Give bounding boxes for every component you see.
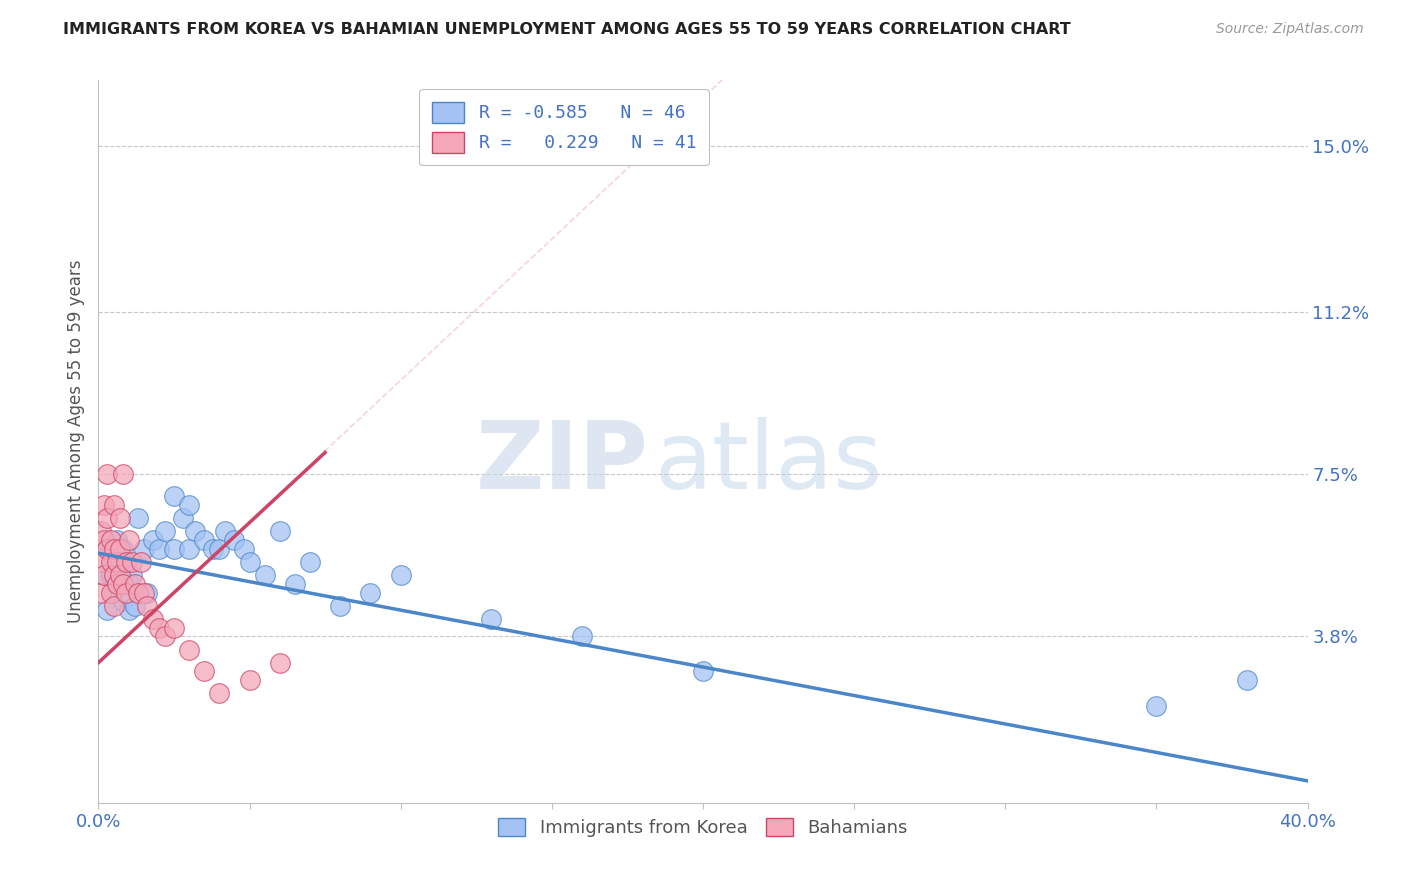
Point	[103, 585, 125, 599]
Point	[1236, 673, 1258, 688]
Point	[96, 467, 118, 482]
Point	[114, 555, 136, 569]
Point	[329, 599, 352, 613]
Text: ZIP: ZIP	[475, 417, 648, 509]
Point	[90, 555, 112, 569]
Text: atlas: atlas	[655, 417, 883, 509]
Point	[96, 541, 118, 556]
Text: IMMIGRANTS FROM KOREA VS BAHAMIAN UNEMPLOYMENT AMONG AGES 55 TO 59 YEARS CORRELA: IMMIGRANTS FROM KOREA VS BAHAMIAN UNEMPL…	[63, 22, 1071, 37]
Point	[111, 577, 134, 591]
Point	[100, 568, 122, 582]
Point	[153, 524, 176, 539]
Point	[118, 603, 141, 617]
Point	[232, 541, 254, 556]
Point	[100, 533, 122, 547]
Point	[105, 555, 128, 569]
Point	[121, 555, 143, 569]
Point	[111, 541, 134, 556]
Point	[163, 541, 186, 556]
Point	[163, 621, 186, 635]
Legend: Immigrants from Korea, Bahamians: Immigrants from Korea, Bahamians	[488, 807, 918, 848]
Point	[96, 511, 118, 525]
Point	[142, 612, 165, 626]
Point	[239, 673, 262, 688]
Point	[114, 555, 136, 569]
Point	[127, 511, 149, 525]
Point	[108, 568, 131, 582]
Point	[132, 585, 155, 599]
Point	[111, 467, 134, 482]
Text: Source: ZipAtlas.com: Source: ZipAtlas.com	[1216, 22, 1364, 37]
Point	[114, 585, 136, 599]
Point	[202, 541, 225, 556]
Point	[253, 568, 276, 582]
Point	[148, 541, 170, 556]
Point	[571, 629, 593, 643]
Point	[93, 533, 115, 547]
Point	[124, 577, 146, 591]
Point	[121, 568, 143, 582]
Point	[100, 555, 122, 569]
Point	[96, 603, 118, 617]
Y-axis label: Unemployment Among Ages 55 to 59 years: Unemployment Among Ages 55 to 59 years	[66, 260, 84, 624]
Point	[193, 533, 215, 547]
Point	[100, 585, 122, 599]
Point	[481, 612, 503, 626]
Point	[118, 533, 141, 547]
Point	[93, 568, 115, 582]
Point	[214, 524, 236, 539]
Point	[184, 524, 207, 539]
Point	[142, 533, 165, 547]
Point	[135, 585, 157, 599]
Point	[135, 599, 157, 613]
Point	[103, 498, 125, 512]
Point	[127, 585, 149, 599]
Point	[148, 621, 170, 635]
Point	[172, 511, 194, 525]
Point	[105, 533, 128, 547]
Point	[108, 541, 131, 556]
Point	[93, 568, 115, 582]
Point	[103, 599, 125, 613]
Point	[208, 541, 231, 556]
Point	[208, 686, 231, 700]
Point	[124, 599, 146, 613]
Point	[108, 511, 131, 525]
Point	[153, 629, 176, 643]
Point	[163, 489, 186, 503]
Point	[132, 541, 155, 556]
Point	[118, 577, 141, 591]
Point	[269, 524, 291, 539]
Point	[284, 577, 307, 591]
Point	[103, 555, 125, 569]
Point	[111, 594, 134, 608]
Point	[105, 577, 128, 591]
Point	[129, 555, 152, 569]
Point	[269, 656, 291, 670]
Point	[90, 585, 112, 599]
Point	[96, 541, 118, 556]
Point	[103, 541, 125, 556]
Point	[224, 533, 246, 547]
Point	[299, 555, 322, 569]
Point	[103, 568, 125, 582]
Point	[179, 541, 201, 556]
Point	[389, 568, 412, 582]
Point	[193, 665, 215, 679]
Point	[108, 577, 131, 591]
Point	[692, 665, 714, 679]
Point	[93, 498, 115, 512]
Point	[179, 498, 201, 512]
Point	[179, 642, 201, 657]
Point	[239, 555, 262, 569]
Point	[90, 524, 112, 539]
Point	[360, 585, 382, 599]
Point	[1144, 699, 1167, 714]
